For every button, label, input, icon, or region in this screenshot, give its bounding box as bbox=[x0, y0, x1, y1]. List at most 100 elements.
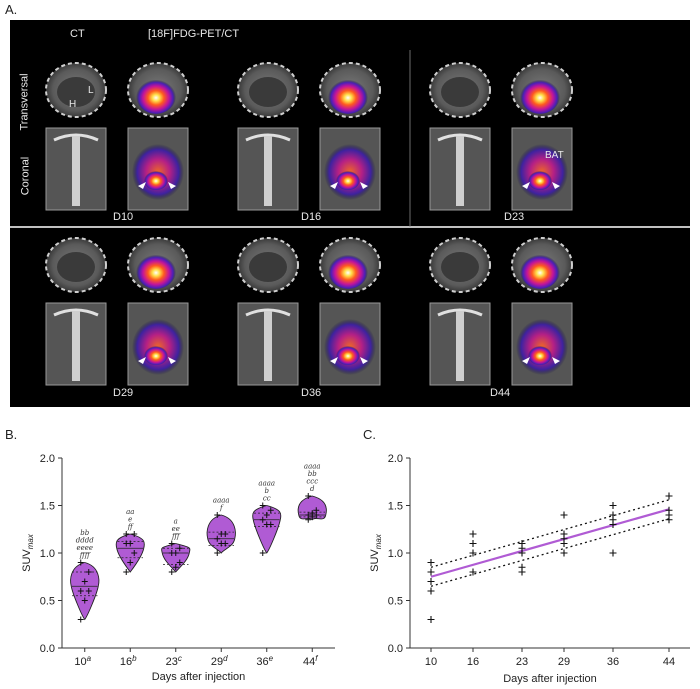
data-point bbox=[665, 506, 673, 514]
column-label-ct: CT bbox=[70, 28, 85, 40]
y-tick-label: 1.0 bbox=[388, 548, 403, 560]
coronal-pet-heart bbox=[528, 345, 552, 365]
data-point bbox=[123, 531, 130, 537]
coronal-ct-spine bbox=[72, 136, 80, 206]
x-tick-superscript: f bbox=[315, 654, 318, 663]
significance-label: aaaa bbox=[258, 480, 275, 488]
data-point bbox=[560, 549, 568, 557]
data-point bbox=[518, 540, 526, 547]
significance-label: aaaa bbox=[213, 497, 230, 505]
data-point bbox=[305, 512, 312, 518]
confidence-band-upper bbox=[430, 499, 670, 568]
x-tick-superscript: e bbox=[269, 654, 274, 663]
coronal-ct-spine bbox=[72, 311, 80, 381]
x-tick-label: 10 bbox=[425, 656, 437, 668]
scan-block-6 bbox=[429, 237, 573, 386]
violin-day-23 bbox=[161, 543, 191, 573]
y-tick-label: 0.5 bbox=[40, 596, 55, 608]
data-point bbox=[560, 511, 568, 519]
day-label-d36: D36 bbox=[301, 387, 322, 399]
data-point bbox=[427, 568, 435, 576]
y-tick-label: 2.0 bbox=[388, 453, 403, 465]
coronal-pet-heart bbox=[144, 170, 168, 190]
data-point bbox=[85, 588, 92, 594]
scan-block-2 bbox=[237, 62, 381, 211]
x-tick-label: 23c bbox=[166, 654, 182, 668]
x-tick-label: 16 bbox=[467, 656, 479, 668]
data-point bbox=[123, 569, 130, 575]
data-point bbox=[77, 588, 84, 594]
panel-a-label: A. bbox=[5, 2, 18, 17]
significance-label: eeee bbox=[76, 544, 93, 552]
data-point bbox=[214, 550, 221, 556]
y-axis-subscript: max bbox=[374, 533, 383, 549]
y-tick-label: 0.0 bbox=[40, 643, 55, 655]
y-axis-subscript: max bbox=[26, 533, 35, 549]
data-point bbox=[305, 493, 312, 499]
pet-ct-image-panel: CT [18F]FDG-PET/CT Transversal Coronal H… bbox=[10, 20, 690, 407]
day-label-d10: D10 bbox=[113, 211, 134, 223]
y-tick-label: 0.0 bbox=[388, 643, 403, 655]
coronal-pet-heart bbox=[336, 170, 360, 190]
data-point bbox=[81, 597, 88, 604]
arrowhead-marker bbox=[522, 357, 530, 364]
x-tick-superscript: a bbox=[87, 654, 92, 663]
transversal-ct-lung bbox=[57, 252, 95, 282]
x-tick-label: 44f bbox=[303, 654, 318, 668]
data-point bbox=[168, 540, 175, 547]
day-label-d16: D16 bbox=[301, 211, 322, 223]
significance-label: dddd bbox=[76, 537, 94, 545]
data-point bbox=[427, 559, 435, 566]
y-axis-title: SUVmax bbox=[369, 533, 383, 572]
column-label-pet-text: [18F]FDG-PET/CT bbox=[148, 28, 240, 40]
data-point bbox=[77, 616, 84, 623]
data-point bbox=[222, 540, 229, 547]
lung-tag: L bbox=[88, 85, 94, 96]
data-point bbox=[172, 564, 179, 571]
data-point bbox=[263, 512, 270, 518]
x-tick-label: 44 bbox=[663, 656, 675, 668]
significance-label: ffff bbox=[79, 552, 91, 560]
day-label-d23: D23 bbox=[504, 211, 525, 223]
x-axis-title: Days after injection bbox=[503, 673, 597, 685]
transversal-pet-uptake bbox=[328, 78, 368, 114]
panel-b-label: B. bbox=[5, 427, 18, 442]
arrowhead-marker bbox=[360, 357, 368, 364]
arrowhead-marker bbox=[360, 182, 368, 189]
scan-block-4 bbox=[45, 237, 189, 386]
data-point bbox=[609, 511, 617, 519]
data-point bbox=[77, 559, 84, 566]
arrowhead-marker bbox=[552, 357, 560, 364]
data-point bbox=[469, 540, 477, 547]
bat-tag: BAT bbox=[545, 150, 564, 161]
significance-label: aaaa bbox=[304, 463, 321, 471]
significance-label: ff bbox=[127, 523, 134, 531]
transversal-pet-uptake bbox=[328, 253, 368, 289]
x-tick-label: 36 bbox=[607, 656, 619, 668]
transversal-ct-lung bbox=[249, 252, 287, 282]
data-point bbox=[222, 531, 229, 537]
coronal-ct-clavicle bbox=[53, 133, 99, 142]
coronal-pet-heart bbox=[336, 345, 360, 365]
data-point bbox=[609, 502, 617, 509]
data-point bbox=[259, 550, 266, 556]
x-tick-label: 23 bbox=[516, 656, 528, 668]
coronal-ct-spine bbox=[456, 311, 464, 381]
coronal-pet-heart bbox=[528, 170, 552, 190]
arrowhead-marker bbox=[552, 182, 560, 189]
data-point bbox=[427, 587, 435, 595]
significance-label: a bbox=[174, 518, 178, 526]
data-point bbox=[259, 516, 266, 523]
significance-label: ccc bbox=[306, 478, 318, 486]
data-point bbox=[609, 549, 617, 557]
data-point bbox=[176, 559, 183, 566]
transversal-ct-lung bbox=[441, 77, 479, 107]
x-tick-superscript: b bbox=[132, 654, 137, 663]
data-point bbox=[313, 507, 320, 514]
significance-label: ee bbox=[172, 525, 180, 533]
coronal-ct-spine bbox=[264, 136, 272, 206]
coronal-ct-clavicle bbox=[437, 308, 483, 317]
significance-label: f bbox=[219, 504, 224, 512]
